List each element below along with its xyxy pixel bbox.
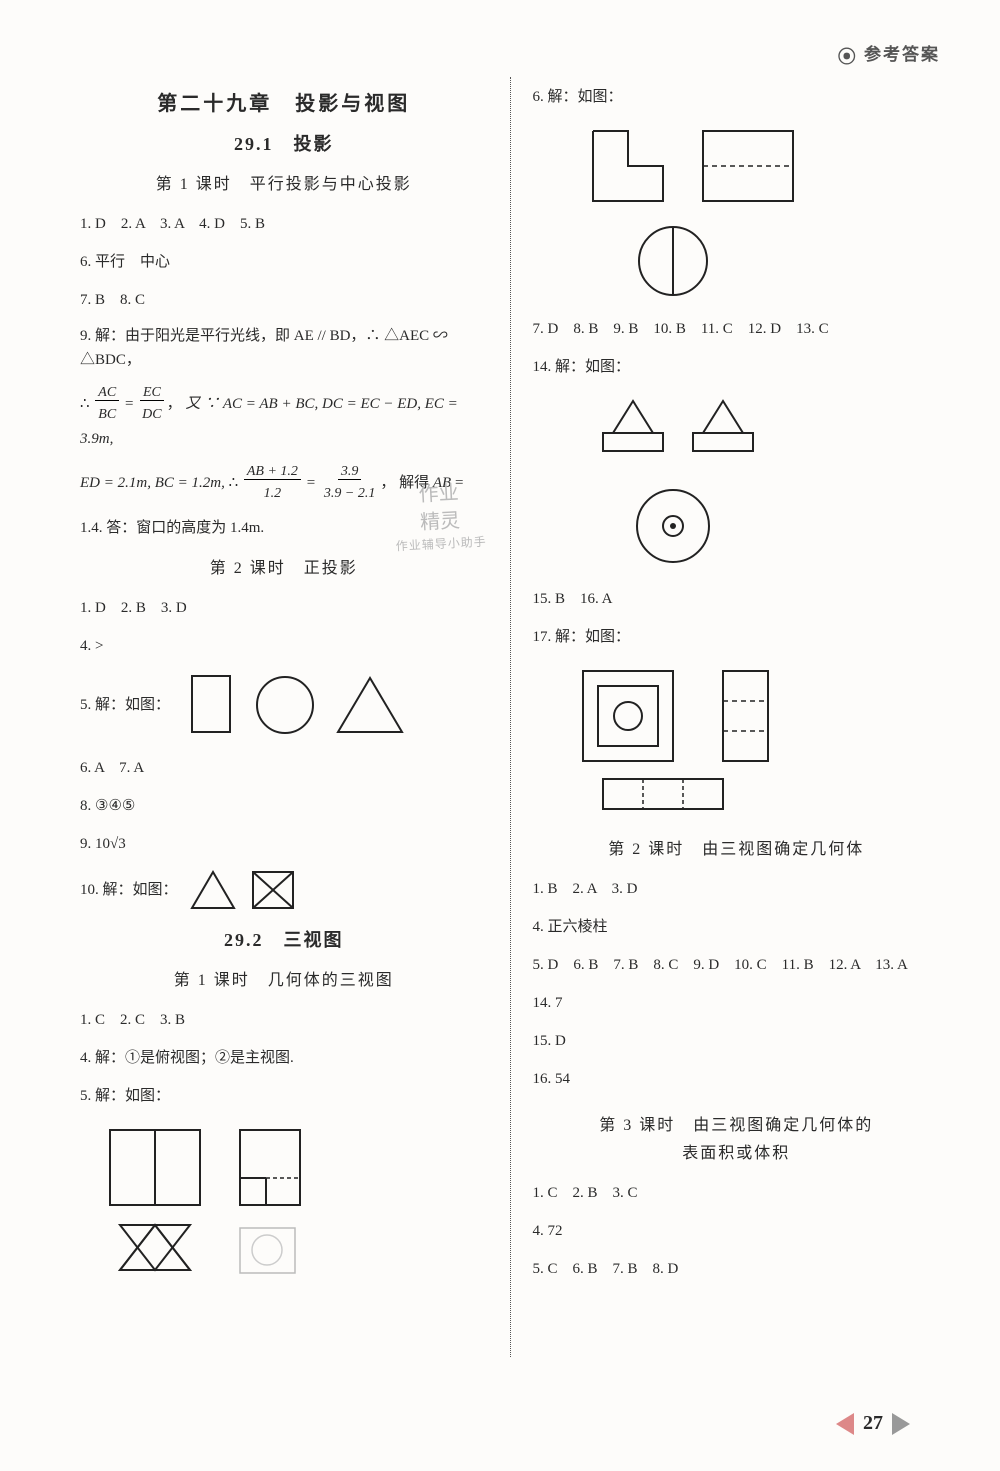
b9: 9. 10√3 (80, 826, 488, 862)
r17-svg2 (533, 771, 833, 821)
r6-svg2 (533, 221, 813, 301)
s1: 1. B 2. A 3. D (533, 871, 941, 907)
r6-figs (533, 121, 941, 301)
s5: 5. D 6. B 7. B 8. C 9. D 10. C 11. B 12.… (533, 947, 941, 983)
t1: 1. C 2. B 3. C (533, 1175, 941, 1211)
r17-svg1 (533, 661, 833, 771)
b8: 8. ③④⑤ (80, 788, 488, 824)
r-lesson3b: 表面积或体积 (533, 1139, 941, 1163)
page-number: 27 (836, 1412, 910, 1435)
c1: 1. C 2. C 3. B (80, 1002, 488, 1038)
b10: 10. 解：如图： (80, 872, 178, 908)
b5-rect (180, 670, 240, 740)
lesson-1-title: 第 1 课时 平行投影与中心投影 (80, 170, 488, 194)
b5-triangle (330, 670, 410, 740)
s15: 15. D (533, 1023, 941, 1059)
left-column: 第二十九章 投影与视图 29.1 投影 第 1 课时 平行投影与中心投影 1. … (80, 77, 488, 1357)
b10-square-x (248, 868, 298, 912)
f1d: BC (95, 407, 119, 422)
s14: 14. 7 (533, 985, 941, 1021)
b10-tri (188, 868, 238, 912)
ans-6: 6. 平行 中心 (80, 244, 488, 280)
ans-9-eq2: ED = 2.1m, BC = 1.2m, ∴ AB + 1.21.2 = 3.… (80, 461, 488, 506)
r17: 17. 解：如图： (533, 619, 941, 655)
b4: 4. > (80, 628, 488, 664)
f1n: AC (95, 385, 119, 401)
c4: 4. 解：①是俯视图；②是主视图. (80, 1040, 488, 1076)
header-icon: ⦿ (838, 47, 858, 67)
header-text: 参考答案 (864, 45, 940, 64)
r14: 14. 解：如图： (533, 349, 941, 385)
r6: 6. 解：如图： (533, 79, 941, 115)
c5: 5. 解：如图： (80, 1078, 488, 1114)
page-num-text: 27 (863, 1412, 883, 1434)
b5-row: 5. 解：如图： (80, 670, 488, 740)
f3n: AB + 1.2 (244, 464, 301, 480)
b10-row: 10. 解：如图： (80, 868, 488, 912)
r14-svg1 (533, 391, 813, 481)
r15: 15. B 16. A (533, 581, 941, 617)
ans-9-pre: 9. 解：由于阳光是平行光线，即 AE // BD，∴ △AEC ∽ △BDC， (80, 324, 488, 372)
b5-circle (250, 670, 320, 740)
f2d: DC (139, 407, 164, 422)
ans-1-5: 1. D 2. A 3. A 4. D 5. B (80, 206, 488, 242)
b6: 6. A 7. A (80, 750, 488, 786)
f3d: 1.2 (261, 486, 285, 501)
page-header: ⦿ 参考答案 (80, 40, 940, 69)
c5-figs (80, 1120, 488, 1290)
chapter-title: 第二十九章 投影与视图 (80, 87, 488, 116)
page-tri-left-icon (836, 1413, 854, 1435)
f4n: 3.9 (338, 464, 362, 480)
section-29-1: 29.1 投影 (80, 130, 488, 156)
r7: 7. D 8. B 9. B 10. B 11. C 12. D 13. C (533, 311, 941, 347)
section-29-2: 29.2 三视图 (80, 926, 488, 952)
t4: 4. 72 (533, 1213, 941, 1249)
f2n: EC (140, 385, 164, 401)
r-lesson3a: 第 3 课时 由三视图确定几何体的 (533, 1111, 941, 1135)
ans-7-8: 7. B 8. C (80, 282, 488, 318)
f4d: 3.9 − 2.1 (321, 486, 378, 501)
r17-figs (533, 661, 941, 821)
b5: 5. 解：如图： (80, 687, 170, 723)
b1: 1. D 2. B 3. D (80, 590, 488, 626)
ans-9-end: 1.4. 答：窗口的高度为 1.4m. (80, 516, 488, 540)
r14-figs (533, 391, 941, 571)
c5-svg (80, 1120, 340, 1290)
page-tri-right-icon (892, 1413, 910, 1435)
ans-9-eq1: ∴ ACBC = ECDC， 又 ∵ AC = AB + BC, DC = EC… (80, 382, 488, 451)
r-lesson2: 第 2 课时 由三视图确定几何体 (533, 835, 941, 859)
r14-svg2 (533, 481, 813, 571)
lesson-2-title: 第 2 课时 正投影 (80, 554, 488, 578)
t5: 5. C 6. B 7. B 8. D (533, 1251, 941, 1287)
r6-svg1 (533, 121, 813, 221)
s16: 16. 54 (533, 1061, 941, 1097)
right-column: 6. 解：如图： 7. D 8. B 9. B 10. B 11. C 12. … (533, 77, 941, 1357)
lesson-1b-title: 第 1 课时 几何体的三视图 (80, 966, 488, 990)
s4: 4. 正六棱柱 (533, 909, 941, 945)
column-divider (510, 77, 511, 1357)
